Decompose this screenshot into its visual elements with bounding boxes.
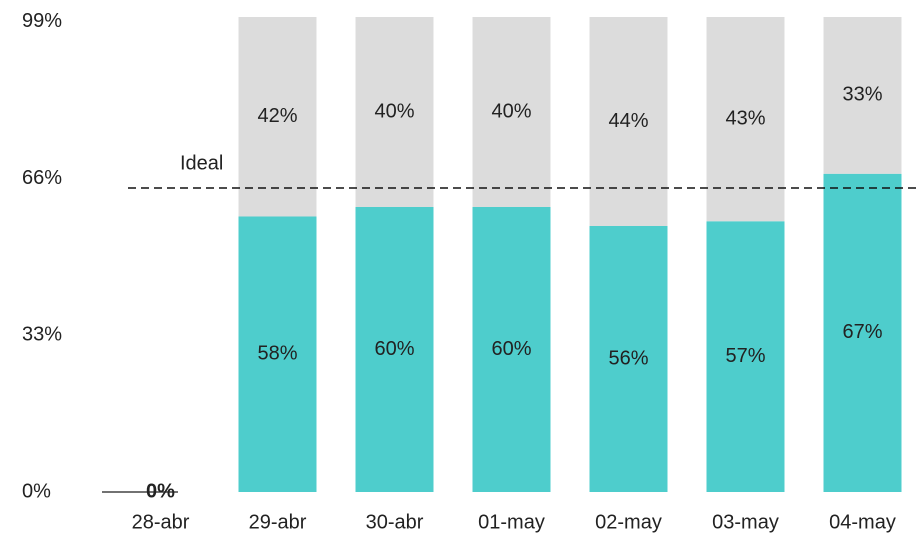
y-tick-label: 0%: [22, 480, 51, 502]
bar-segment: [355, 17, 434, 207]
data-label: 60%: [491, 338, 531, 360]
bar-segment: [706, 17, 785, 222]
data-label: 33%: [842, 84, 882, 106]
data-label: 42%: [257, 105, 297, 127]
data-label: 43%: [725, 107, 765, 129]
data-label: 44%: [608, 110, 648, 132]
bar-segment: [589, 17, 668, 226]
data-label: 40%: [374, 100, 414, 122]
bar-segment: [472, 17, 551, 207]
bar-segment: [823, 17, 902, 174]
reference-label: Ideal: [180, 152, 223, 174]
bar-segment: [589, 226, 668, 492]
bar-segment: [472, 207, 551, 492]
bar-segment: [706, 221, 785, 492]
y-tick-label: 99%: [22, 10, 62, 32]
x-tick-label: 28-abr: [132, 511, 190, 533]
data-label: 58%: [257, 343, 297, 365]
x-tick-label: 01-may: [478, 511, 545, 533]
bar-segment: [355, 207, 434, 492]
bar-segment: [823, 173, 902, 492]
y-tick-label: 66%: [22, 167, 62, 189]
data-label: 60%: [374, 338, 414, 360]
bar-segment: [238, 216, 317, 492]
data-label: 40%: [491, 100, 531, 122]
x-tick-label: 29-abr: [249, 511, 307, 533]
data-label: 56%: [608, 347, 648, 369]
y-tick-label: 33%: [22, 324, 62, 346]
x-tick-label: 04-may: [829, 511, 896, 533]
data-label: 0%: [146, 480, 175, 502]
x-tick-label: 02-may: [595, 511, 662, 533]
x-tick-label: 03-may: [712, 511, 779, 533]
data-label: 57%: [725, 345, 765, 367]
bar-segment: [238, 17, 317, 217]
data-label: 67%: [842, 321, 882, 343]
x-tick-label: 30-abr: [366, 511, 424, 533]
